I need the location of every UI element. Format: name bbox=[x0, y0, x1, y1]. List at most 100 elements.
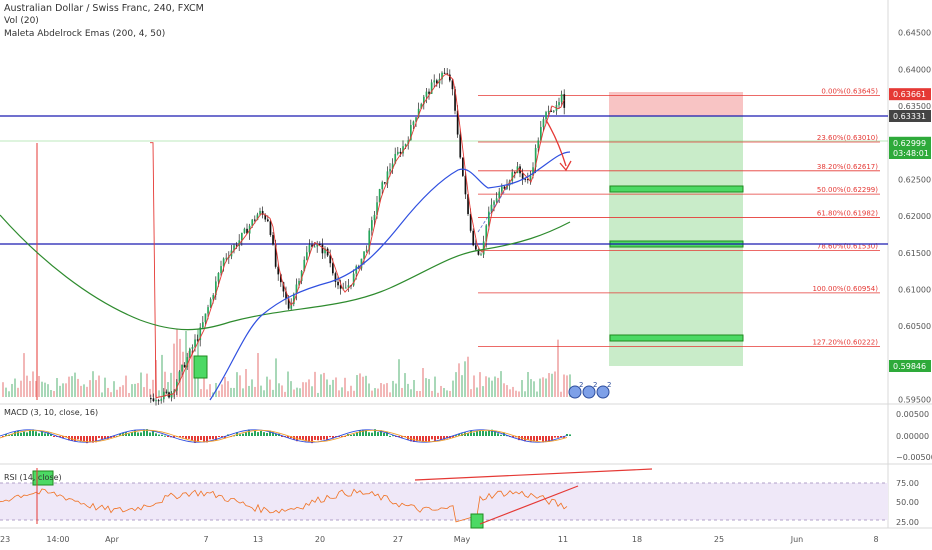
volume-bar bbox=[473, 375, 475, 397]
candle-body bbox=[313, 246, 316, 248]
macd-bar bbox=[413, 436, 415, 443]
ema-indicator-label[interactable]: Maleta Abdelrock Emas (200, 4, 50) bbox=[4, 29, 166, 39]
candle-body bbox=[441, 72, 443, 80]
macd-bar bbox=[320, 436, 322, 441]
candle-body bbox=[537, 140, 540, 148]
rsi-trendline-lower bbox=[479, 485, 579, 525]
fib-level-label: 23.60%(0.63010) bbox=[817, 134, 878, 142]
volume-bar bbox=[248, 385, 250, 397]
candle-body bbox=[272, 234, 274, 245]
volume-bar bbox=[524, 391, 526, 397]
candle-body bbox=[334, 273, 337, 282]
earnings-event-icon[interactable] bbox=[596, 385, 610, 399]
macd-bar bbox=[80, 436, 82, 442]
candle-body bbox=[425, 91, 428, 97]
volume-bar bbox=[377, 388, 379, 397]
volume-bar bbox=[569, 374, 571, 397]
volume-bar bbox=[50, 390, 52, 397]
macd-bar bbox=[11, 434, 13, 436]
candle-body bbox=[274, 244, 277, 267]
volume-bar bbox=[515, 390, 517, 397]
macd-bar bbox=[455, 435, 457, 437]
volume-bar bbox=[305, 382, 307, 397]
candle-body bbox=[326, 248, 329, 256]
candle-body bbox=[454, 89, 456, 111]
candle-body bbox=[462, 157, 464, 176]
candle-body bbox=[363, 251, 365, 259]
candle-body bbox=[386, 171, 389, 184]
macd-bar bbox=[425, 436, 427, 443]
volume-bar bbox=[245, 369, 247, 397]
macd-bar bbox=[98, 436, 100, 439]
candle-body bbox=[378, 189, 381, 203]
macd-bar bbox=[560, 436, 562, 437]
time-axis-label: 14:00 bbox=[46, 535, 69, 544]
macd-bar bbox=[218, 436, 220, 437]
volume-bar bbox=[38, 375, 40, 397]
rsi-label: RSI (14, close) bbox=[4, 473, 62, 482]
volume-bar bbox=[56, 378, 58, 397]
price-badge-low bbox=[889, 360, 931, 372]
candle-body bbox=[235, 245, 238, 247]
macd-bar bbox=[257, 432, 259, 436]
macd-bar bbox=[398, 436, 400, 437]
macd-bar bbox=[362, 429, 364, 436]
macd-bar bbox=[392, 435, 394, 437]
candle-body bbox=[360, 258, 363, 269]
volume-bar bbox=[365, 375, 367, 397]
macd-bar bbox=[275, 433, 277, 436]
fast-ema-line bbox=[150, 73, 565, 399]
macd-bar bbox=[59, 436, 61, 437]
candle-body bbox=[254, 219, 256, 221]
macd-bar bbox=[50, 433, 52, 436]
volume-indicator-label[interactable]: Vol (20) bbox=[4, 16, 39, 26]
macd-bar bbox=[488, 429, 490, 436]
candle-body bbox=[514, 172, 516, 174]
volume-bar bbox=[89, 380, 91, 397]
candle-body bbox=[306, 252, 308, 260]
event-markers[interactable]: 2 2 2 bbox=[568, 381, 611, 399]
volume-bar bbox=[131, 384, 133, 397]
candle-body bbox=[495, 198, 498, 202]
candle-body bbox=[436, 80, 438, 84]
macd-bar bbox=[377, 432, 379, 436]
volume-bar bbox=[428, 379, 430, 397]
volume-bar bbox=[470, 389, 472, 397]
volume-bar bbox=[422, 368, 424, 397]
volume-bar bbox=[188, 350, 190, 397]
volume-bar bbox=[467, 356, 469, 397]
candle-body bbox=[391, 163, 394, 169]
candle-body bbox=[503, 186, 506, 189]
candle-body bbox=[347, 285, 350, 288]
macd-bar bbox=[374, 429, 376, 436]
volume-bar bbox=[407, 383, 409, 397]
macd-bar bbox=[44, 433, 46, 436]
macd-bar bbox=[38, 433, 40, 436]
macd-bar bbox=[104, 436, 106, 440]
macd-bar bbox=[530, 436, 532, 442]
volume-bar bbox=[107, 387, 109, 397]
candle-body bbox=[472, 230, 475, 246]
macd-bar bbox=[188, 436, 190, 439]
volume-bar bbox=[332, 379, 334, 397]
macd-bar bbox=[524, 436, 526, 442]
macd-bar bbox=[440, 436, 442, 440]
macd-bar bbox=[143, 429, 145, 436]
volume-bar bbox=[17, 387, 19, 397]
volume-bar bbox=[92, 371, 94, 397]
volume-bar bbox=[443, 388, 445, 397]
volume-bar bbox=[449, 390, 451, 397]
time-axis-label: 11 bbox=[558, 535, 568, 544]
candle-body bbox=[412, 121, 415, 126]
candle-body bbox=[456, 110, 459, 135]
earnings-event-icon[interactable] bbox=[568, 385, 582, 399]
earnings-event-icon[interactable] bbox=[582, 385, 596, 399]
volume-bar bbox=[410, 389, 412, 397]
macd-bar bbox=[62, 436, 64, 439]
candle-body bbox=[178, 371, 181, 382]
volume-bar bbox=[176, 328, 178, 397]
volume-bar bbox=[164, 371, 166, 397]
candle-body bbox=[181, 364, 183, 372]
macd-bar bbox=[113, 436, 115, 437]
